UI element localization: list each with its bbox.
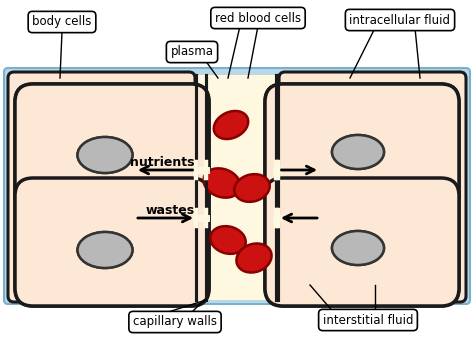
Text: capillary walls: capillary walls [133,316,217,328]
Ellipse shape [332,231,384,265]
Ellipse shape [78,232,133,268]
Ellipse shape [234,174,270,202]
FancyBboxPatch shape [265,178,459,306]
FancyBboxPatch shape [265,84,459,212]
Text: wastes: wastes [146,203,195,217]
FancyBboxPatch shape [279,72,466,302]
Ellipse shape [332,135,384,169]
FancyBboxPatch shape [265,178,459,306]
Ellipse shape [78,137,133,173]
Bar [196,75,278,300]
Ellipse shape [332,135,384,169]
Ellipse shape [332,231,384,265]
Ellipse shape [203,168,240,198]
Ellipse shape [78,232,133,268]
Text: intracellular fluid: intracellular fluid [349,14,450,26]
Text: nutrients: nutrients [130,156,195,168]
Text: body cells: body cells [32,16,91,28]
FancyBboxPatch shape [15,178,209,306]
Text: interstitial fluid: interstitial fluid [323,314,413,326]
Ellipse shape [214,111,248,139]
FancyBboxPatch shape [15,84,209,212]
Ellipse shape [210,226,246,254]
FancyBboxPatch shape [15,84,209,212]
FancyBboxPatch shape [15,178,209,306]
Ellipse shape [237,243,272,273]
Text: red blood cells: red blood cells [215,12,301,24]
Ellipse shape [78,137,133,173]
FancyBboxPatch shape [4,68,470,304]
Text: plasma: plasma [171,45,213,59]
FancyBboxPatch shape [265,84,459,212]
FancyBboxPatch shape [8,72,195,302]
